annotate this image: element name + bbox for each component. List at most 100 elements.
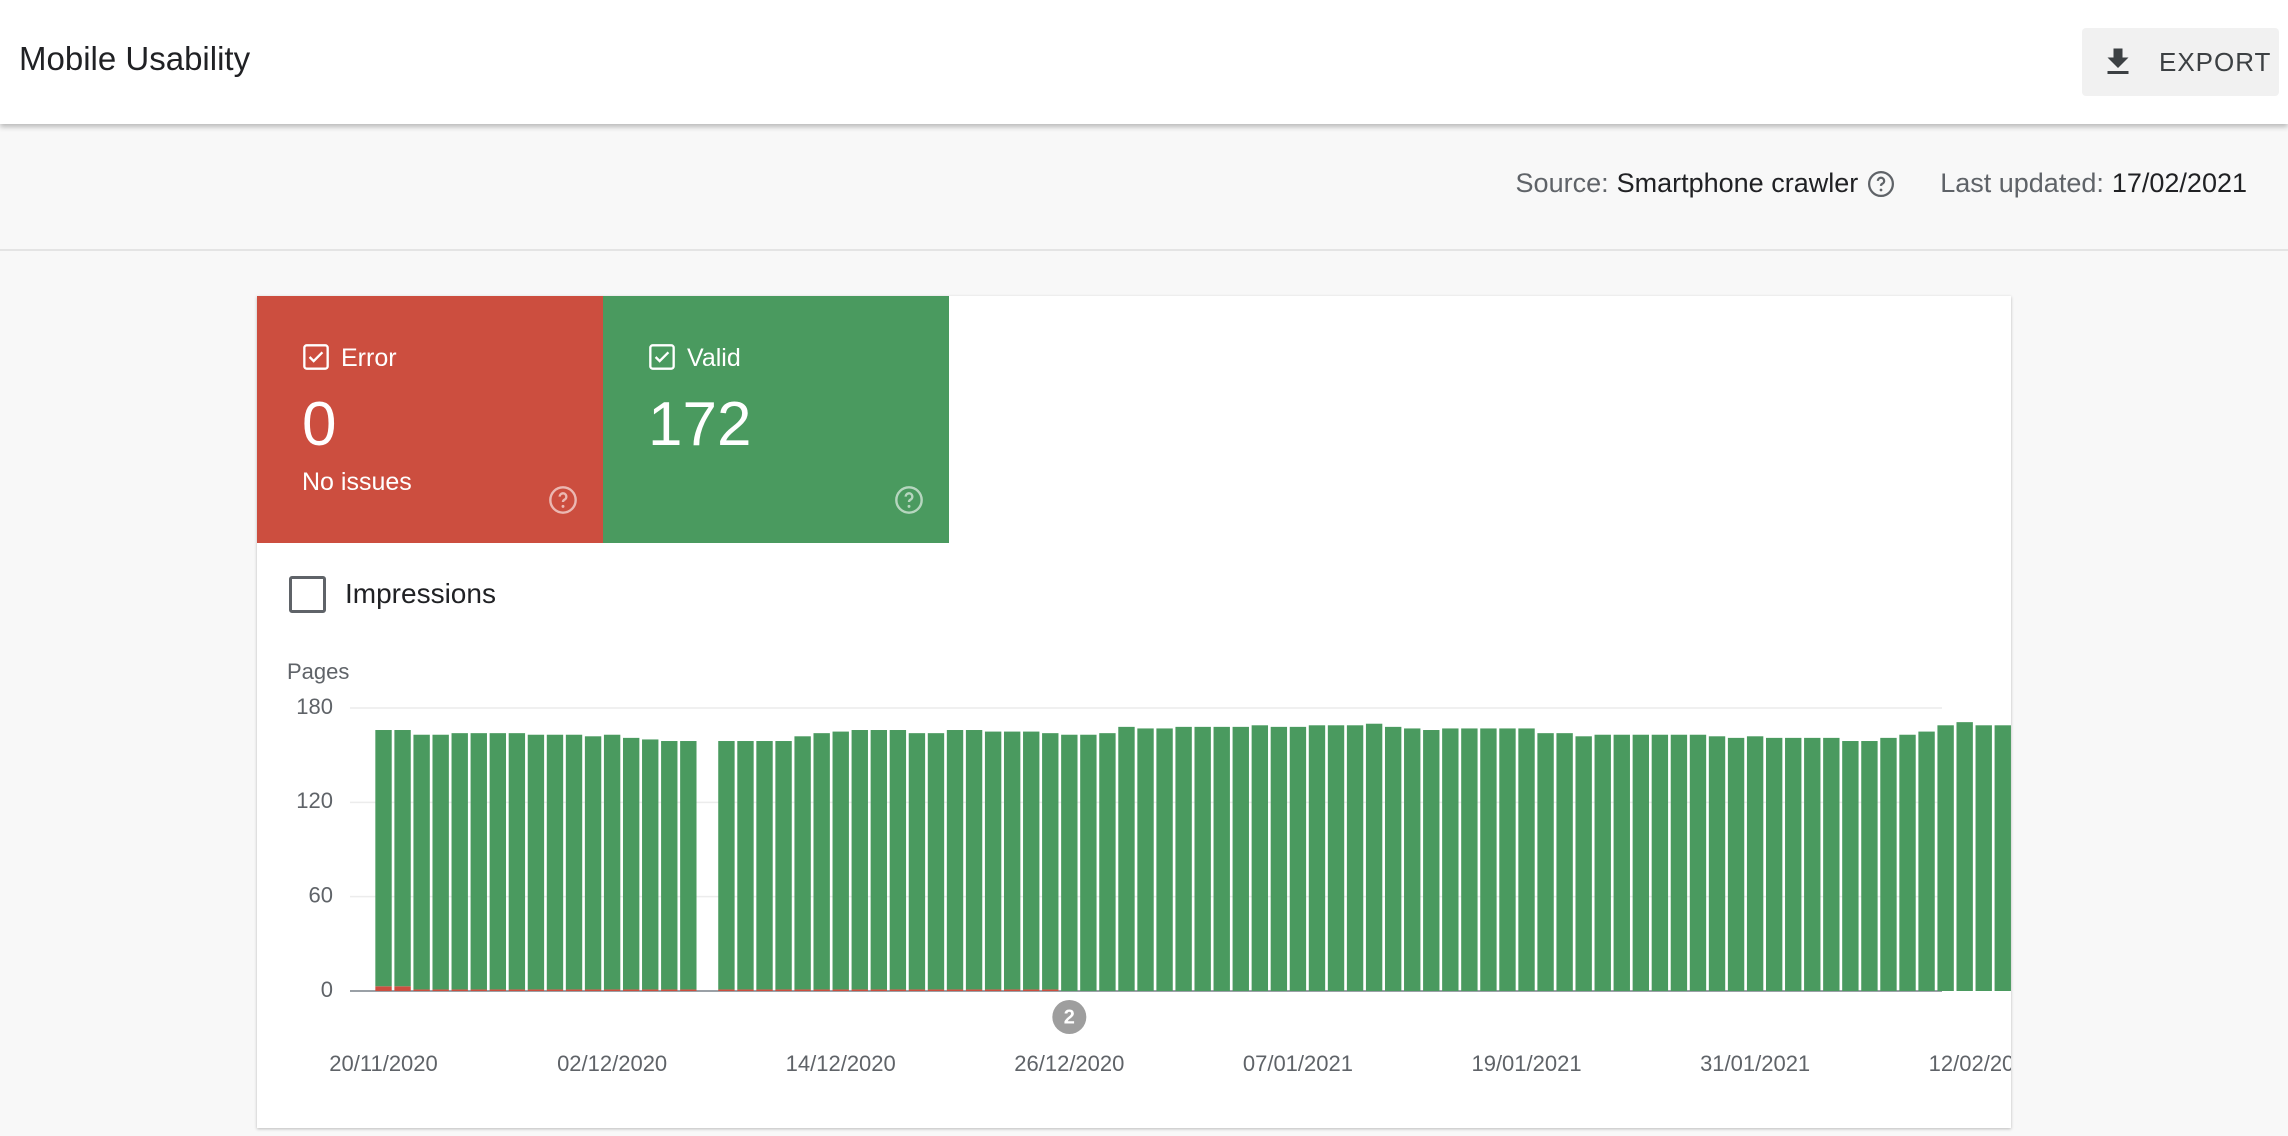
annotation-marker — [1052, 1000, 1087, 1034]
annotation-label: 2 — [1064, 1006, 1075, 1028]
bar — [870, 989, 888, 991]
bar — [1556, 733, 1573, 991]
bar — [489, 733, 507, 990]
bar — [1575, 736, 1592, 991]
bar — [1137, 728, 1154, 991]
bar — [1689, 734, 1707, 991]
checkbox-icon — [303, 344, 329, 370]
bar — [737, 989, 754, 991]
bar — [1308, 725, 1326, 991]
export-label: EXPORT — [2159, 47, 2272, 77]
bar — [1042, 989, 1059, 991]
bar — [851, 989, 868, 991]
bar — [927, 989, 945, 991]
x-tick-label: 02/12/2020 — [557, 1051, 667, 1076]
x-tick-label: 20/11/2020 — [329, 1051, 437, 1076]
bar — [1442, 728, 1459, 991]
bar — [527, 734, 545, 990]
status-line: Source: Smartphone crawler Last updated:… — [1516, 168, 2247, 199]
source-label: Source: — [1515, 168, 1609, 198]
bar — [1956, 722, 1973, 991]
bar — [622, 989, 640, 991]
bar — [661, 741, 678, 990]
tile-count: 172 — [648, 390, 752, 459]
bar — [642, 739, 659, 990]
bar — [1461, 728, 1478, 991]
bar — [1346, 725, 1364, 991]
bar — [1118, 726, 1135, 991]
bar — [470, 733, 487, 990]
bar — [946, 989, 964, 991]
export-button[interactable]: EXPORT — [2082, 28, 2279, 96]
help-icon[interactable] — [1866, 169, 1896, 199]
bar — [1232, 726, 1249, 991]
bar — [1594, 734, 1611, 991]
impressions-checkbox[interactable] — [289, 576, 326, 613]
bar — [1365, 723, 1383, 991]
bar — [680, 741, 697, 990]
bar — [470, 989, 487, 991]
bar — [1880, 737, 1897, 991]
x-tick-label: 19/01/2021 — [1471, 1051, 1581, 1076]
bar — [413, 734, 430, 990]
x-tick-label: 31/01/2021 — [1700, 1051, 1810, 1076]
x-tick-label: 26/12/2020 — [1014, 1051, 1124, 1076]
bar — [813, 989, 830, 991]
bar — [642, 989, 659, 991]
bar — [1404, 728, 1421, 991]
updated-label: Last updated: — [1940, 168, 2104, 198]
bar — [1727, 737, 1745, 991]
bar — [1023, 731, 1040, 990]
bar — [1537, 733, 1554, 991]
bar — [1175, 726, 1192, 991]
tile-note: No issues — [302, 468, 412, 496]
bar — [1994, 725, 2011, 991]
bar — [546, 989, 564, 991]
y-tick-label: 120 — [296, 788, 333, 813]
bar — [1023, 989, 1040, 991]
header: Mobile Usability EXPORT — [0, 0, 2288, 124]
bar — [1213, 726, 1230, 991]
page-title: Mobile Usability — [19, 40, 251, 77]
bar — [1765, 737, 1783, 991]
bar — [432, 734, 449, 990]
y-tick-label: 180 — [296, 694, 333, 719]
valid-tile[interactable]: Valid 172 — [603, 296, 949, 543]
bar — [794, 736, 811, 990]
bar — [1270, 726, 1288, 991]
bar — [375, 730, 392, 987]
bar — [1613, 734, 1630, 991]
bar — [908, 989, 926, 991]
error-tile[interactable]: Error 0 No issues — [257, 296, 603, 543]
bar — [908, 733, 926, 990]
bar — [527, 989, 545, 991]
bar — [584, 989, 602, 991]
bar — [394, 986, 411, 991]
bar — [1156, 728, 1173, 991]
help-icon[interactable] — [547, 484, 579, 516]
bar — [756, 989, 773, 991]
bar — [965, 730, 983, 990]
bar — [1823, 737, 1840, 991]
bar — [1937, 725, 1954, 991]
bar — [1975, 725, 1992, 991]
bar — [1042, 733, 1059, 990]
updated-value: 17/02/2021 — [2111, 168, 2247, 198]
bar — [1842, 741, 1859, 991]
bar — [1746, 736, 1764, 991]
bar — [1861, 741, 1878, 991]
help-icon[interactable] — [893, 484, 925, 516]
bar — [889, 730, 907, 990]
bar — [984, 989, 1002, 991]
bar — [832, 731, 849, 990]
bar — [603, 989, 621, 991]
bar — [1785, 737, 1802, 991]
bar — [661, 989, 678, 991]
bar — [718, 989, 735, 991]
status-bar: Source: Smartphone crawler Last updated:… — [0, 124, 2288, 251]
x-tick-label: 07/01/2021 — [1243, 1051, 1353, 1076]
bar — [508, 989, 526, 991]
y-tick-label: 60 — [309, 882, 333, 907]
bar — [1003, 989, 1021, 991]
tile-count: 0 — [302, 390, 337, 459]
